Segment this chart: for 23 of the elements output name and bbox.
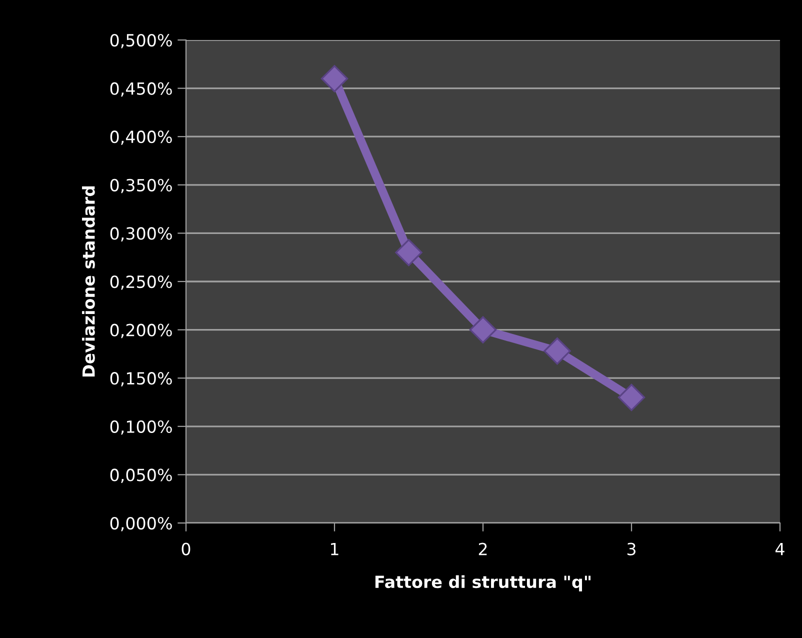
y-tick-label: 0,100% <box>110 420 172 435</box>
x-tick-label: 0 <box>182 542 190 556</box>
point <box>544 337 571 365</box>
x-tick-label: 4 <box>776 542 784 556</box>
y-tick-label: 0,050% <box>110 468 172 483</box>
y-tick-label: 0,250% <box>110 275 172 290</box>
point <box>320 65 348 92</box>
point <box>618 384 646 412</box>
x-tick-label: 2 <box>478 542 487 556</box>
point <box>395 238 422 266</box>
x-tick-label: 3 <box>627 542 636 556</box>
y-tick-label: 0,450% <box>110 82 172 97</box>
y-tick-label: 0,400% <box>110 130 172 145</box>
point <box>469 316 497 344</box>
x-tick-label: 1 <box>331 542 338 556</box>
y-tick-label: 0,200% <box>110 324 172 338</box>
y-tick-label: 0,000% <box>110 516 172 532</box>
x-axis-title: Fattore di struttura "q" <box>375 575 590 592</box>
y-axis-title: Deviazione standard <box>82 186 95 377</box>
y-tick-label: 0,150% <box>110 372 172 386</box>
y-tick-label: 0,300% <box>110 227 172 242</box>
y-tick-label: 0,500% <box>110 34 172 48</box>
y-tick-label: 0,350% <box>110 178 172 194</box>
